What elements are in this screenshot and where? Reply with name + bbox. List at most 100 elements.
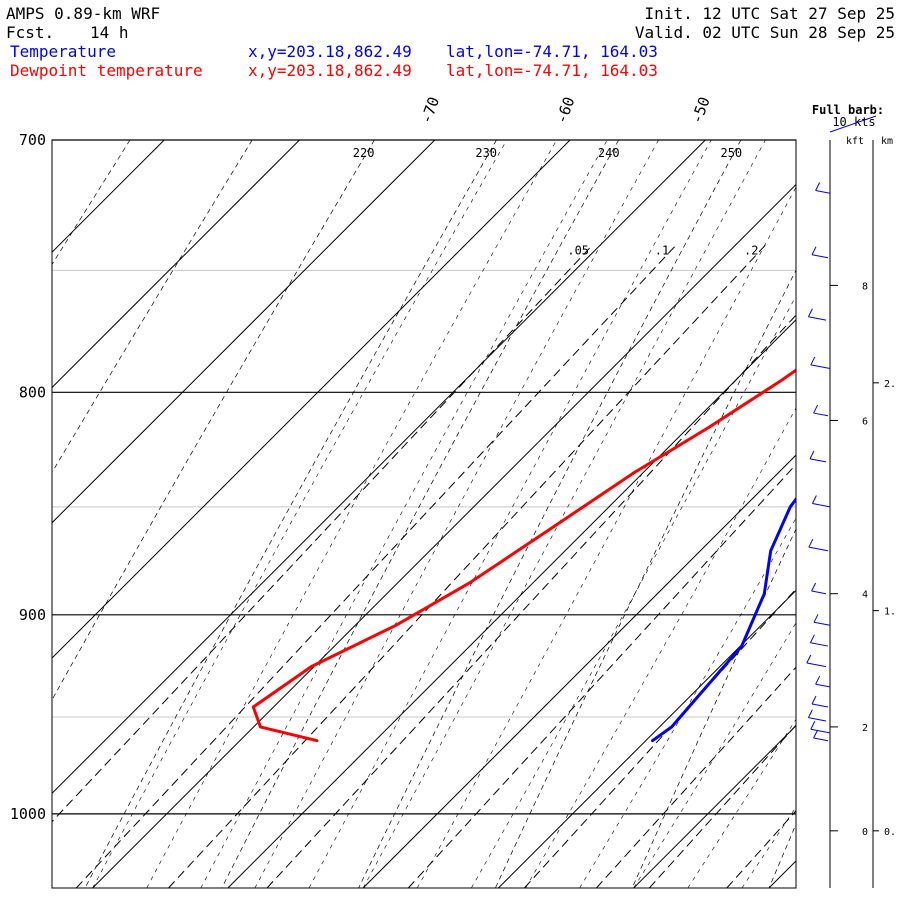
wind-barb bbox=[811, 254, 829, 259]
wind-barb-flag bbox=[807, 709, 813, 718]
moist-adiabat bbox=[850, 140, 900, 888]
wind-barb bbox=[812, 503, 831, 508]
isotherm-line bbox=[362, 454, 796, 888]
isotherm-line bbox=[227, 319, 796, 888]
mixing-ratio-line bbox=[168, 244, 766, 888]
mixing-ratio-line bbox=[75, 244, 677, 888]
dry-adiabat bbox=[52, 140, 253, 474]
wind-barb bbox=[806, 662, 827, 668]
moist-adiabat bbox=[362, 140, 766, 888]
kft-label: kft bbox=[846, 136, 864, 147]
mixing-ratio-label: .05 bbox=[567, 243, 589, 257]
temperature-legend: Temperature bbox=[10, 42, 116, 61]
wind-barb-flag bbox=[813, 404, 819, 414]
dewpoint-legend: Dewpoint temperature bbox=[10, 61, 203, 80]
pressure-tick-label: 900 bbox=[19, 606, 46, 624]
dry-adiabat bbox=[631, 528, 796, 888]
full-barb-sample bbox=[829, 115, 877, 133]
dewpoint-profile bbox=[251, 368, 796, 743]
dry-adiabat-label: 230 bbox=[475, 146, 497, 160]
wind-barbs bbox=[806, 140, 831, 888]
wind-barb-flag bbox=[809, 634, 815, 643]
wind-barb-flag bbox=[815, 675, 821, 685]
wind-barb-flag bbox=[811, 246, 817, 255]
dry-adiabat bbox=[358, 140, 742, 888]
dry-adiabat-label: 220 bbox=[353, 146, 375, 160]
model-title: AMPS 0.89-km WRF bbox=[6, 4, 160, 23]
moist-adiabat bbox=[741, 806, 796, 888]
wind-barb-flag bbox=[813, 614, 819, 623]
wind-barb-flag bbox=[807, 308, 813, 318]
dry-adiabat bbox=[221, 140, 620, 888]
wind-barb bbox=[810, 728, 831, 734]
moist-adiabat bbox=[471, 295, 796, 888]
moist-adiabat bbox=[525, 407, 796, 888]
wind-barb bbox=[813, 621, 831, 626]
wind-barb bbox=[813, 737, 829, 742]
wind-barb-flag bbox=[809, 450, 815, 460]
wind-barb bbox=[810, 642, 829, 647]
kft-tick-label: 4 bbox=[862, 590, 868, 601]
moist-adiabat bbox=[795, 887, 796, 888]
dry-adiabat bbox=[495, 269, 796, 888]
wind-barb-flag bbox=[811, 695, 817, 705]
dewpoint-latlon: lat,lon=-74.71, 164.03 bbox=[446, 61, 658, 80]
kft-tick-label: 6 bbox=[862, 416, 868, 427]
km-tick-label: 1. bbox=[884, 607, 896, 618]
moist-adiabat bbox=[200, 140, 608, 888]
wind-barb bbox=[808, 717, 827, 722]
kft-tick-label: 0 bbox=[862, 827, 868, 838]
wind-barb bbox=[813, 412, 829, 417]
wind-barb bbox=[810, 364, 831, 370]
km-label: km bbox=[881, 136, 893, 147]
moist-adiabat bbox=[579, 517, 796, 888]
isotherm-line bbox=[498, 589, 796, 888]
dry-adiabat-label: 250 bbox=[720, 146, 742, 160]
wind-barb-flag bbox=[806, 654, 812, 664]
wind-barb bbox=[809, 458, 827, 463]
isotherm-label: -50 bbox=[688, 94, 714, 126]
mixing-ratio-line bbox=[596, 666, 796, 888]
isotherm-line bbox=[52, 140, 436, 524]
isobars: 700 800 900 1000 bbox=[10, 131, 796, 823]
wind-barb bbox=[808, 316, 827, 321]
temperature-latlon: lat,lon=-74.71, 164.03 bbox=[446, 42, 658, 61]
mixing-ratio-label: .1 bbox=[655, 243, 669, 257]
wind-barb-flag bbox=[813, 729, 819, 739]
isotherm-line bbox=[52, 140, 706, 795]
isotherm-line bbox=[52, 140, 300, 389]
temperature-profile bbox=[651, 496, 796, 743]
wind-barb bbox=[811, 590, 827, 595]
mixing-ratio-line bbox=[266, 314, 796, 888]
full-barb-unit: 10 kts bbox=[832, 115, 875, 129]
moist-adiabat bbox=[92, 140, 508, 888]
mixing-ratio-label: .2 bbox=[744, 243, 758, 257]
moist-adiabat bbox=[416, 186, 796, 888]
full-barb-label: Full barb: bbox=[812, 103, 884, 117]
isotherm-line bbox=[92, 183, 796, 888]
wind-barb-flag bbox=[810, 356, 816, 366]
moist-adiabat bbox=[146, 140, 557, 888]
isotherm-line bbox=[0, 140, 29, 888]
plot-frame bbox=[51, 139, 797, 889]
wind-barb bbox=[815, 190, 831, 194]
moist-adiabat bbox=[254, 140, 659, 888]
mixing-ratio-line bbox=[524, 588, 796, 888]
wind-barb-flag bbox=[811, 582, 817, 592]
dry-adiabat bbox=[52, 140, 131, 266]
wind-barb bbox=[815, 683, 831, 688]
pressure-tick-label: 800 bbox=[19, 383, 46, 401]
km-tick-label: 2. bbox=[884, 379, 896, 390]
isotherm-label: -60 bbox=[552, 94, 578, 126]
sounding-profiles bbox=[251, 368, 796, 743]
grey-isobars bbox=[52, 269, 796, 718]
wind-barb-flag bbox=[811, 495, 817, 504]
pressure-tick-label: 1000 bbox=[10, 805, 46, 823]
temperature-location: x,y=203.18,862.49 bbox=[248, 42, 412, 61]
isotherm-line bbox=[52, 140, 571, 659]
wind-barb-flag bbox=[808, 538, 814, 548]
kft-tick-label: 8 bbox=[862, 281, 868, 292]
moist-adiabat bbox=[633, 622, 796, 888]
wind-barb bbox=[808, 546, 829, 552]
isotherm-line bbox=[633, 724, 796, 888]
